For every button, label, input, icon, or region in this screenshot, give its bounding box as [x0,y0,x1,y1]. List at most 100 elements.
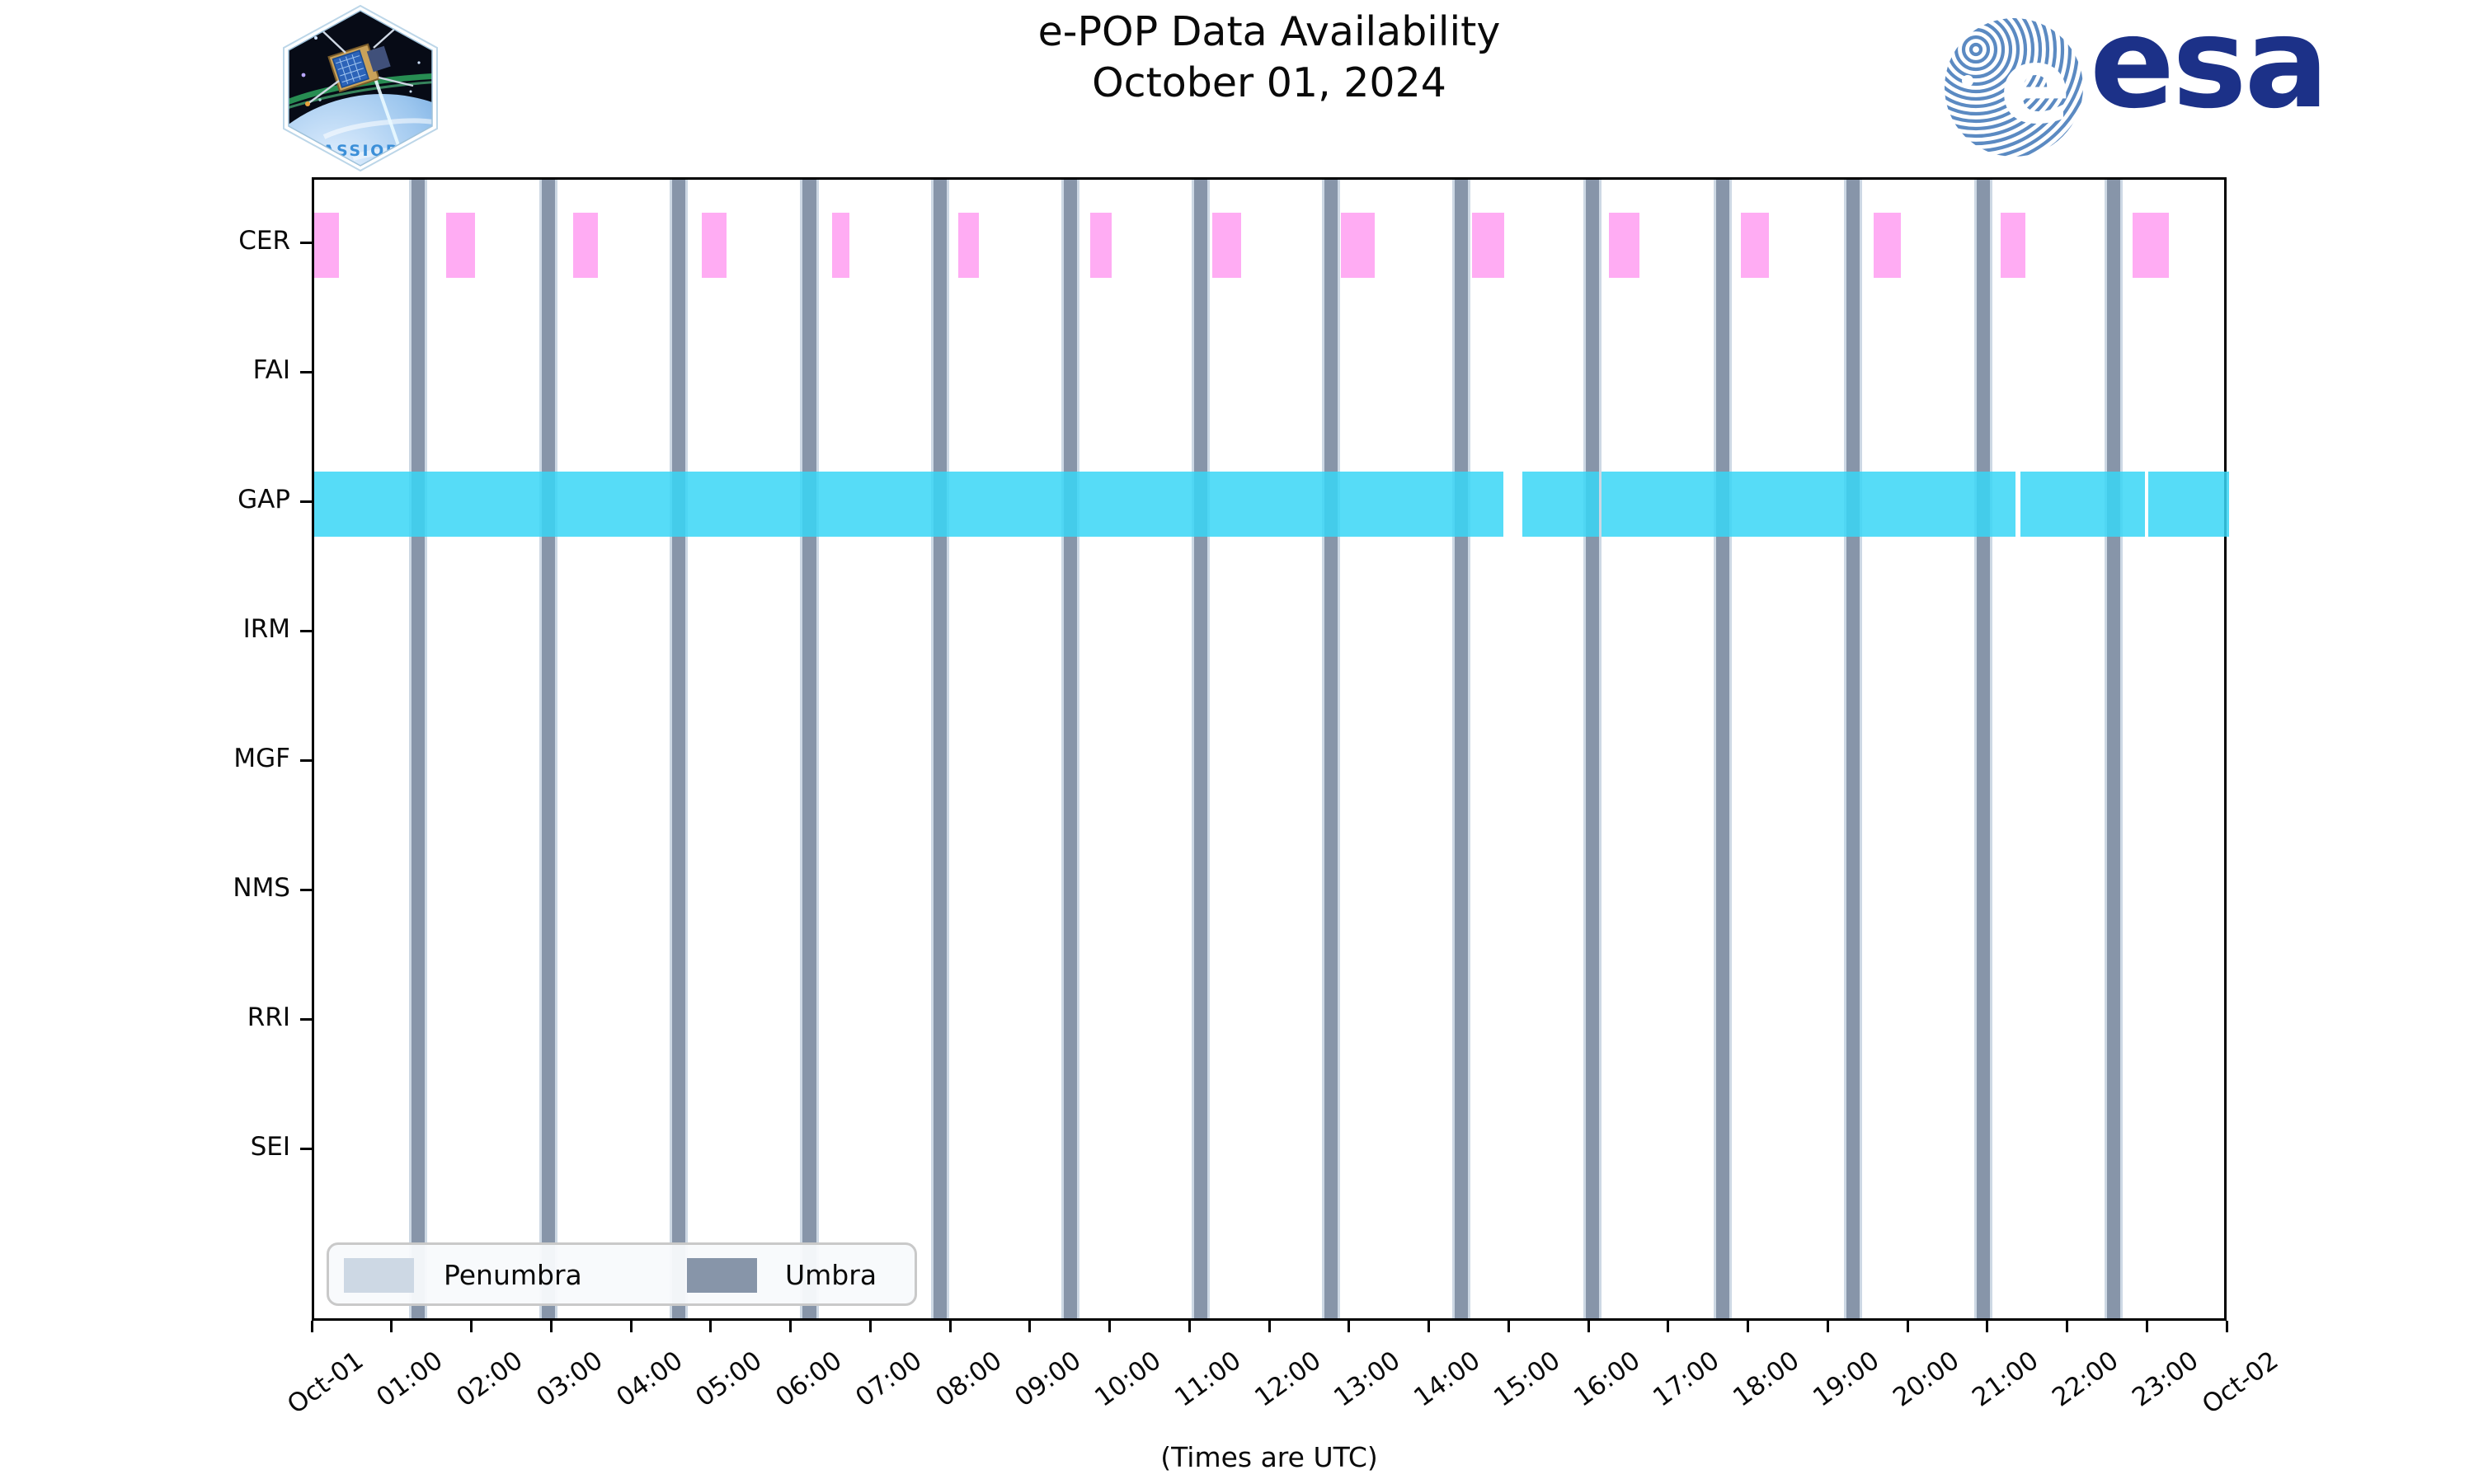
x-tick-label-text: 09:00 [1009,1345,1087,1413]
row-label-gap: GAP [238,485,290,514]
x-tick-label-text: 18:00 [1728,1345,1805,1413]
cer-availability-bar [2001,212,2025,278]
esa-globe-icon: e [1945,18,2083,157]
umbra-legend-label: Umbra [785,1259,877,1291]
y-tick [300,241,312,244]
x-tick-label-text: 16:00 [1568,1345,1646,1413]
row-label-fai: FAI [252,355,290,385]
cer-availability-bar [1089,212,1112,278]
y-tick [300,500,312,503]
cer-availability-bar [2133,212,2170,278]
esa-wordmark: esa [2090,0,2329,136]
umbra-band [1713,180,1732,1318]
umbra-band [1843,180,1863,1318]
umbra-core [1194,180,1208,1318]
x-tick [1348,1321,1351,1332]
umbra-core [1063,180,1077,1318]
x-tick [709,1321,713,1332]
umbra-band [800,180,819,1318]
x-tick-label-text: 19:00 [1807,1345,1885,1413]
esa-logo: e esa [1943,0,2329,162]
penumbra-legend-label: Penumbra [444,1259,582,1291]
umbra-band [1583,180,1602,1318]
x-tick-label-text: Oct-01 [281,1345,369,1421]
umbra-core [1846,180,1860,1318]
x-tick-label-text: 05:00 [690,1345,768,1413]
y-tick [300,629,312,632]
umbra-core [672,180,686,1318]
x-tick-label-text: 22:00 [2047,1345,2124,1413]
cer-availability-bar [702,212,727,278]
cer-availability-bar [832,212,849,278]
x-tick [1028,1321,1032,1332]
umbra-legend-swatch [687,1258,757,1293]
chart-title-line2: October 01, 2024 [1092,59,1446,106]
gap-availability-bar [314,471,1503,537]
x-tick-label-text: 15:00 [1488,1345,1566,1413]
row-label-rri: RRI [247,1003,290,1032]
x-tick-label-text: Oct-02 [2196,1345,2284,1421]
x-tick-label-text: 11:00 [1169,1345,1247,1413]
umbra-core [1324,180,1338,1318]
x-tick [1986,1321,1989,1332]
x-tick-label-text: 17:00 [1648,1345,1725,1413]
x-tick-label-text: 21:00 [1967,1345,2044,1413]
cer-availability-bar [1472,212,1505,278]
umbra-band [539,180,558,1318]
legend: Penumbra Umbra [327,1242,917,1306]
gap-availability-bar [2020,471,2145,537]
x-tick [2225,1321,2228,1332]
x-tick-label-text: 20:00 [1887,1345,1965,1413]
umbra-band [930,180,949,1318]
y-tick [300,370,312,373]
x-tick-label-text: 14:00 [1409,1345,1486,1413]
row-label-nms: NMS [233,873,290,903]
umbra-band [1192,180,1211,1318]
cassiope-patch-graphic: CASSIOPE [283,4,438,172]
gap-availability-bar [2147,471,2229,537]
umbra-core [1585,180,1599,1318]
x-tick [549,1321,553,1332]
x-tick [470,1321,473,1332]
utc-note: (Times are UTC) [1160,1441,1378,1473]
x-tick-label-text: 04:00 [610,1345,689,1413]
x-tick-label-text: 06:00 [770,1345,848,1413]
umbra-band [1974,180,1993,1318]
x-tick [2145,1321,2148,1332]
x-tick [1427,1321,1430,1332]
umbra-core [1455,180,1469,1318]
chart-title-line1: e-POP Data Availability [1037,8,1501,55]
x-tick [629,1321,633,1332]
row-label-irm: IRM [242,614,290,644]
x-tick [1587,1321,1590,1332]
umbra-core [1977,180,1991,1318]
umbra-core [411,180,425,1318]
umbra-core [802,180,816,1318]
x-tick-label-text: 08:00 [929,1345,1008,1413]
y-tick [300,1017,312,1021]
cer-availability-bar [1873,212,1901,278]
svg-text:e: e [2000,25,2072,148]
cer-availability-bar [1212,212,1242,278]
cer-availability-bar [314,212,339,278]
x-tick [1906,1321,1909,1332]
row-label-cer: CER [238,226,290,256]
umbra-band [1452,180,1471,1318]
x-tick [310,1321,313,1332]
x-tick-label-text: 01:00 [371,1345,449,1413]
x-tick-label-text: 03:00 [530,1345,609,1413]
cer-availability-bar [1740,212,1770,278]
gap-availability-bar [1522,471,1599,537]
umbra-core [2107,180,2121,1318]
x-tick-label-text: 23:00 [2126,1345,2204,1413]
x-tick [789,1321,792,1332]
x-tick [1108,1321,1111,1332]
cer-availability-bar [957,212,979,278]
umbra-band [1322,180,1341,1318]
x-tick [1826,1321,1829,1332]
x-tick-label-text: 02:00 [451,1345,529,1413]
y-tick [300,758,312,762]
umbra-band [2105,180,2124,1318]
umbra-band [408,180,427,1318]
